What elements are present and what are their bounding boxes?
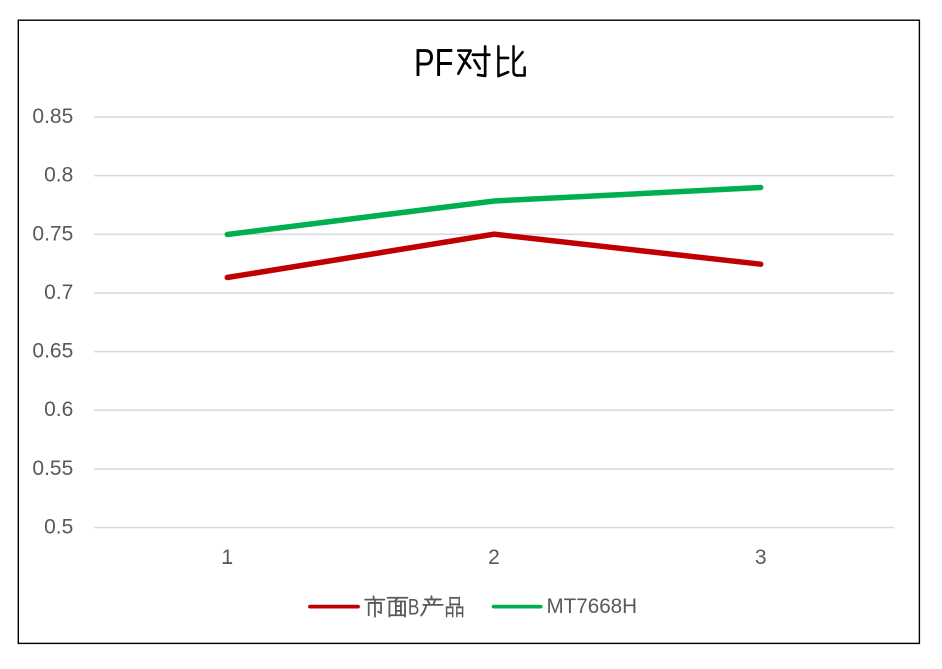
svg-text:0.7: 0.7	[44, 281, 73, 304]
svg-text:0.55: 0.55	[32, 457, 73, 480]
svg-text:2: 2	[488, 546, 500, 569]
svg-text:3: 3	[755, 546, 767, 569]
svg-text:0.75: 0.75	[32, 222, 73, 245]
svg-text:0.85: 0.85	[32, 105, 73, 128]
svg-text:B: B	[408, 595, 420, 620]
svg-text:PF: PF	[414, 42, 454, 85]
svg-text:MT7668H: MT7668H	[547, 595, 638, 618]
svg-text:0.65: 0.65	[32, 340, 73, 363]
svg-text:0.8: 0.8	[44, 164, 73, 187]
svg-text:1: 1	[221, 546, 233, 569]
svg-text:0.6: 0.6	[44, 398, 73, 421]
svg-text:0.5: 0.5	[44, 516, 73, 539]
